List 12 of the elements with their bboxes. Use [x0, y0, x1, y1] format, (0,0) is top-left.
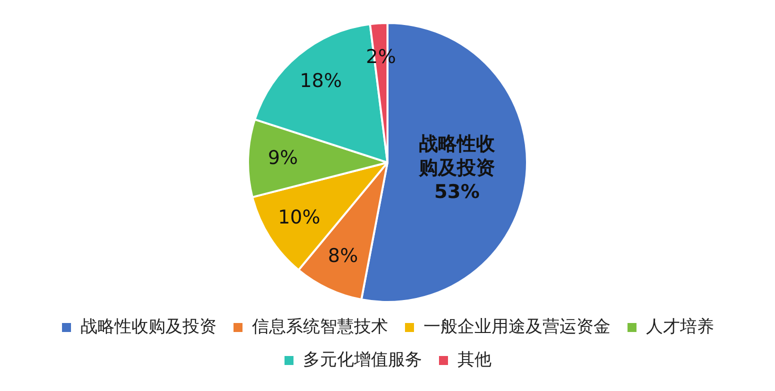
data-label: 2%: [366, 46, 396, 68]
legend-label: 多元化增值服务: [303, 350, 422, 370]
legend-label: 人才培养: [646, 316, 714, 337]
legend-label: 信息系统智慧技术: [252, 316, 388, 337]
data-label: 18%: [300, 70, 342, 92]
data-label: 8%: [328, 245, 358, 268]
legend-label: 战略性收购及投资: [80, 316, 216, 337]
data-label: 10%: [278, 206, 320, 228]
legend-label: 一般企业用途及营运资金: [424, 316, 610, 337]
legend-label: 其他: [458, 350, 492, 370]
data-label: 9%: [268, 147, 298, 170]
data-label: 战略性收购及投资 53%: [418, 133, 496, 203]
